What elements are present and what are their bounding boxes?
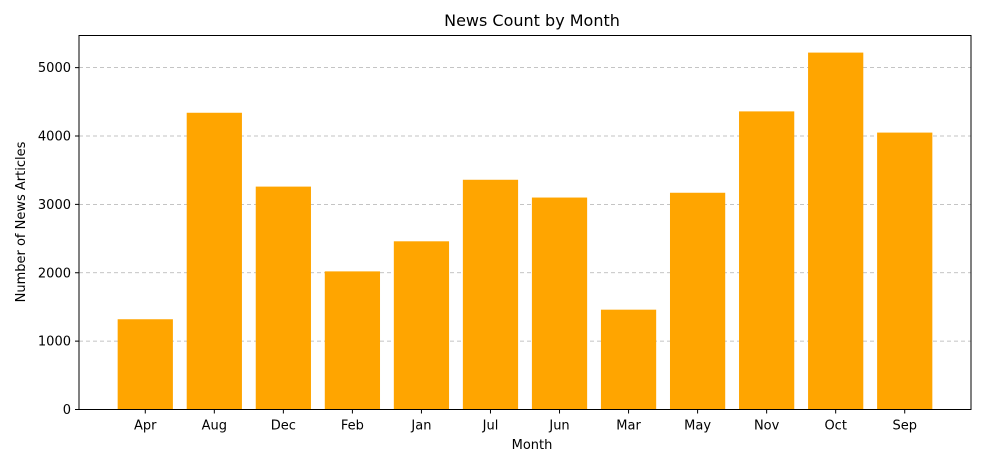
x-tick-label-sep: Sep — [892, 419, 917, 434]
x-tick-label-may: May — [684, 419, 711, 434]
bar-oct — [808, 52, 864, 410]
x-tick-label-dec: Dec — [271, 419, 296, 434]
bar-aug — [186, 112, 242, 410]
x-tick-label-oct: Oct — [824, 419, 846, 434]
bar-jun — [531, 197, 588, 410]
bar-nov — [739, 111, 795, 410]
bar-jan — [393, 241, 450, 410]
x-tick-label-jun: Jun — [548, 419, 569, 434]
x-axis-ticks: Apr Aug Dec Feb Jan Jul Jun Mar May Nov Oct Sep — [134, 409, 917, 434]
x-tick-label-aug: Aug — [202, 419, 227, 434]
x-tick-label-feb: Feb — [341, 419, 364, 434]
bar-jul — [462, 179, 519, 410]
bars — [117, 52, 933, 410]
x-tick-label-mar: Mar — [616, 419, 641, 434]
y-tick-label: 0 — [63, 403, 71, 418]
y-tick-label: 5000 — [38, 61, 71, 76]
y-tick-label: 2000 — [38, 266, 71, 281]
y-tick-label: 3000 — [38, 198, 71, 213]
chart-title: News Count by Month — [444, 11, 620, 30]
bar-mar — [600, 309, 657, 410]
y-axis-ticks: 0 1000 2000 3000 4000 5000 — [38, 61, 79, 418]
y-axis-label: Number of News Articles — [14, 141, 29, 302]
x-tick-label-jan: Jan — [410, 419, 431, 434]
bar-dec — [255, 186, 311, 410]
x-tick-label-jul: Jul — [482, 419, 499, 434]
bar-may — [669, 192, 726, 410]
x-axis-label: Month — [512, 438, 553, 453]
bar-apr — [117, 319, 173, 410]
x-tick-label-apr: Apr — [134, 419, 157, 434]
x-tick-label-nov: Nov — [754, 419, 780, 434]
plot-frame — [78, 35, 972, 410]
y-tick-label: 4000 — [38, 130, 71, 145]
bar-feb — [324, 271, 381, 410]
y-tick-label: 1000 — [38, 335, 71, 350]
bar-sep — [877, 132, 933, 410]
